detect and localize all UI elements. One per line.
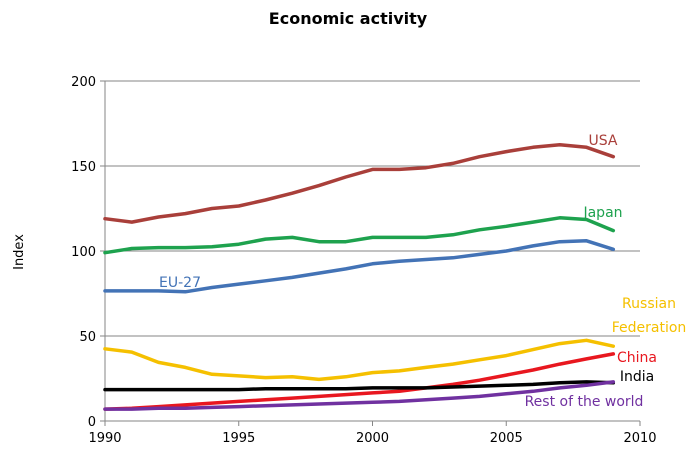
gridlines	[105, 80, 640, 337]
series-line-india	[103, 380, 616, 392]
y-tick-label: 150	[71, 160, 96, 175]
series-line-eu-27	[103, 239, 616, 294]
series-line-japan	[103, 216, 616, 255]
y-tick-label: 0	[88, 415, 96, 430]
series-line-russian-federation	[103, 338, 616, 382]
series-lines	[103, 143, 616, 411]
y-axis-label: Index	[12, 234, 27, 270]
series-line-china	[103, 352, 616, 411]
series-label-india: India	[620, 369, 654, 385]
series-labels: USA Japan EU-27 Russian Federation China India…	[159, 133, 686, 410]
series-line-rest-of-the-world	[103, 380, 616, 411]
series-label-china: China	[617, 350, 657, 366]
series-label-usa: USA	[589, 133, 618, 149]
series-label-eu-27: EU-27	[159, 275, 201, 291]
x-tick-label: 2010	[623, 431, 656, 446]
series-label-rest-of-the-world: Rest of the world	[525, 394, 644, 410]
series-label-japan: Japan	[582, 205, 622, 221]
x-tick-label: 1990	[88, 431, 121, 446]
x-axis-ticks: 1990 1995 2000 2005 2010	[88, 421, 657, 446]
x-tick-label: 1995	[222, 431, 255, 446]
chart-title: Economic activity	[269, 9, 428, 28]
y-axis-ticks: 0 50 100 150 200	[71, 75, 105, 430]
x-tick-label: 2000	[356, 431, 389, 446]
series-label-russian-federation: Russian Federation	[612, 296, 687, 336]
series-line-usa	[103, 143, 616, 224]
y-tick-label: 200	[71, 75, 96, 90]
y-tick-label: 50	[79, 330, 96, 345]
x-tick-label: 2005	[490, 431, 523, 446]
y-tick-label: 100	[71, 245, 96, 260]
